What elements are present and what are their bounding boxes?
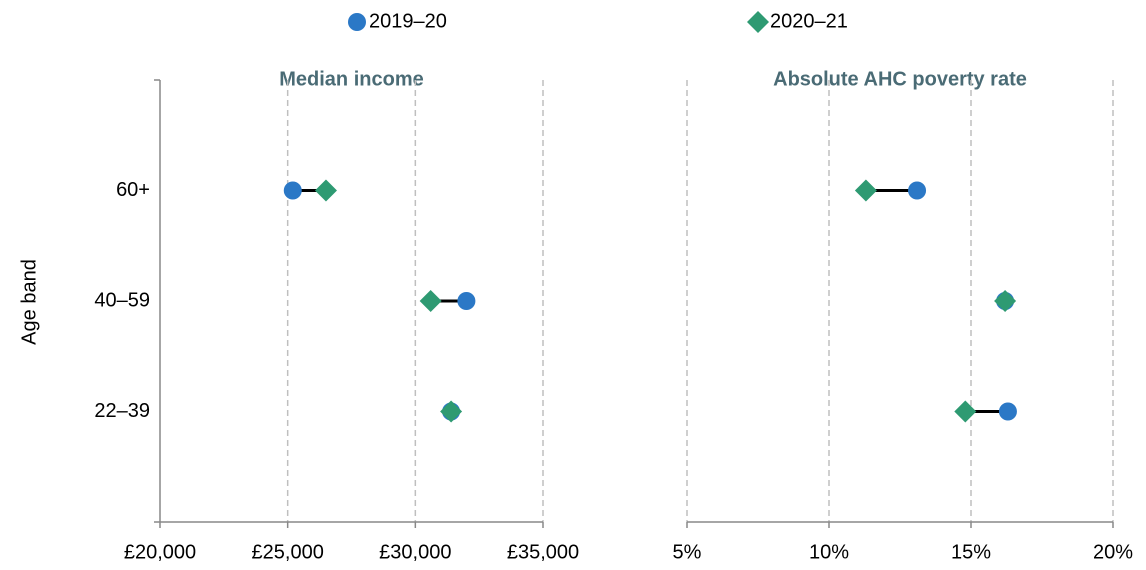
x-tick-label: 5%: [673, 541, 702, 563]
point-diamond: [954, 400, 977, 423]
y-tick-label: 40–59: [94, 289, 150, 311]
point-circle: [457, 292, 476, 310]
y-tick-label: 22–39: [94, 400, 150, 422]
y-tick-label: 60+: [116, 179, 150, 201]
point-circle: [908, 181, 927, 200]
point-circle: [283, 181, 302, 200]
legend-marker: [348, 13, 366, 31]
x-tick-label: 15%: [951, 541, 991, 563]
point-diamond: [419, 290, 442, 312]
x-tick-label: 10%: [809, 541, 849, 563]
y-axis-label: Age band: [18, 259, 40, 345]
point-diamond: [854, 179, 877, 202]
legend-label: 2019–20: [369, 10, 447, 32]
x-tick-label: £30,000: [379, 541, 451, 563]
panel-title: Absolute AHC poverty rate: [773, 68, 1027, 90]
x-tick-label: £20,000: [124, 541, 196, 563]
x-tick-label: 20%: [1093, 541, 1133, 563]
point-circle: [998, 402, 1017, 421]
legend-label: 2020–21: [770, 10, 848, 32]
point-diamond: [994, 290, 1017, 312]
point-diamond: [440, 400, 463, 423]
x-tick-label: £25,000: [252, 541, 324, 563]
x-tick-label: £35,000: [507, 541, 579, 563]
panel-title: Median income: [279, 68, 423, 90]
legend-marker: [747, 11, 769, 33]
point-diamond: [314, 179, 337, 202]
